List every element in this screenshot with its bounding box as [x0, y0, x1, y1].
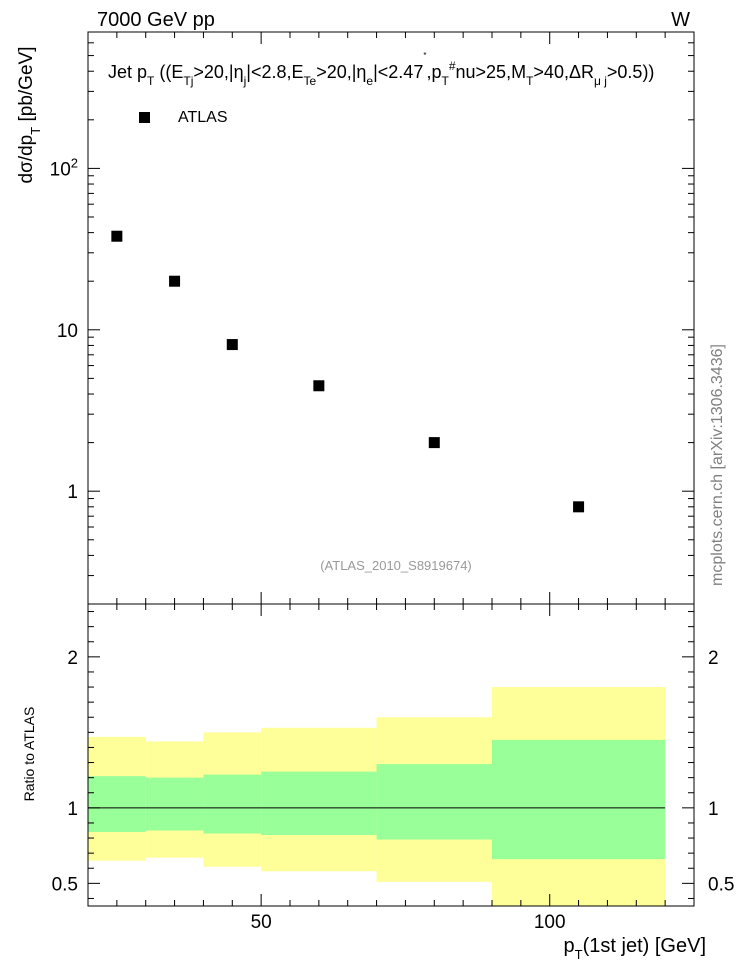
- ratio-y-tick-label-right: 1: [708, 799, 719, 820]
- main-y-axis: 1 10 102: [50, 31, 694, 605]
- ratio-y-tick-label: 0.5: [52, 874, 78, 895]
- legend-marker: [139, 112, 150, 123]
- ratio-y-axis-title: Ratio to ATLAS: [21, 707, 37, 802]
- main-x-axis: [87, 32, 666, 604]
- data-point: [313, 380, 325, 392]
- stat-uncertainty-band: [145, 777, 204, 831]
- data-series-atlas: [111, 230, 585, 513]
- main-y-axis-title: dσ/dpT [pb/GeV]: [16, 47, 43, 184]
- data-point: [111, 230, 123, 242]
- ratio-y-axis: 0.5 0.5 1 1 2 2: [52, 611, 734, 899]
- header-process-label: W: [671, 9, 690, 31]
- stat-uncertainty-band: [88, 776, 146, 833]
- main-panel: 1 10 102 Jet pT ((ETj>20,|ηj|<2.8,ETe>20,|…: [16, 31, 695, 605]
- main-y-tick-label: 1: [67, 482, 78, 503]
- ratio-panel: 0.5 0.5 1 1 2 2 50 100 Ratio to ATLAS pT(1st j…: [21, 603, 734, 962]
- ratio-y-tick-label: 2: [67, 648, 78, 669]
- header-energy-label: 7000 GeV pp: [97, 9, 215, 31]
- chart-title: Jet pT ((ETj>20,|ηj|<2.8,ETe>20,|ηe|<2.4…: [108, 51, 654, 88]
- data-point: [226, 339, 238, 351]
- ratio-y-tick-label-right: 0.5: [708, 874, 734, 895]
- x-tick-label: 50: [251, 912, 272, 933]
- x-axis-title: pT(1st jet) [GeV]: [564, 935, 706, 962]
- main-y-tick-label: 102: [50, 155, 78, 180]
- ratio-frame: [87, 603, 695, 907]
- stat-uncertainty-band: [492, 739, 666, 860]
- ratio-bands: [88, 687, 666, 906]
- stat-uncertainty-band: [203, 774, 262, 834]
- x-tick-label: 100: [534, 912, 566, 933]
- stat-uncertainty-band: [376, 764, 492, 840]
- main-y-tick-label: 10: [57, 321, 78, 342]
- legend-label: ATLAS: [178, 109, 228, 126]
- data-point: [169, 275, 181, 287]
- stat-uncertainty-band: [261, 771, 377, 836]
- side-note-label: mcplots.cern.ch [arXiv:1306.3436]: [709, 344, 726, 586]
- ratio-y-tick-label: 1: [67, 799, 78, 820]
- ratio-x-axis: 50 100: [87, 604, 666, 933]
- ratio-y-tick-label-right: 2: [708, 648, 719, 669]
- analysis-label: (ATLAS_2010_S8919674): [320, 558, 472, 573]
- data-point: [428, 437, 440, 449]
- data-point: [573, 501, 585, 513]
